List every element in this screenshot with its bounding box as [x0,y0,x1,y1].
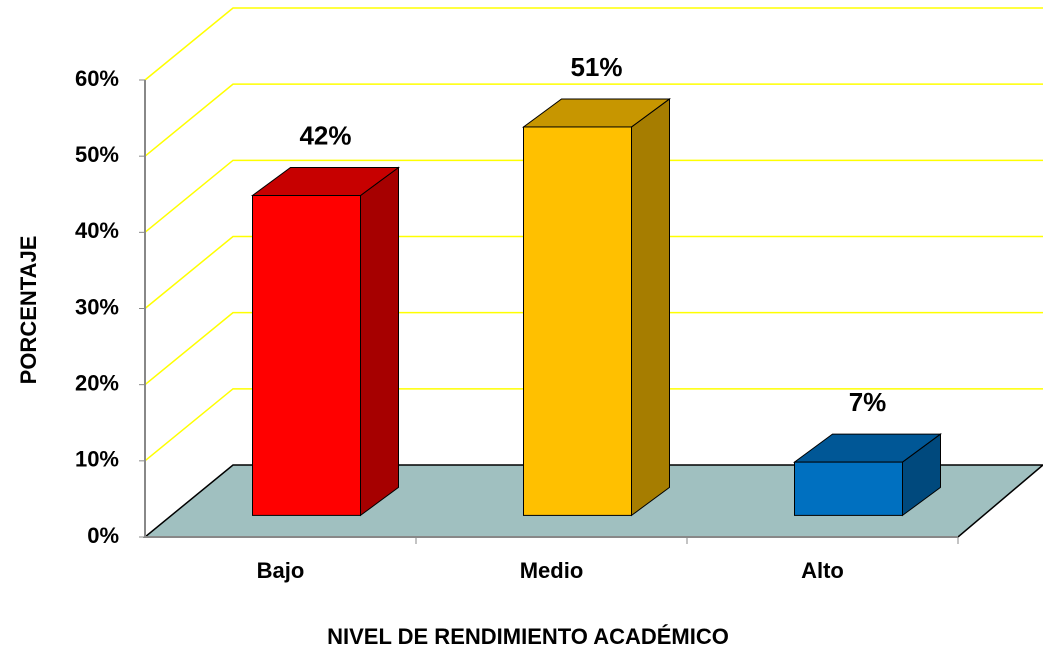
value-label: 51% [570,52,622,82]
x-tick-label: Bajo [257,558,305,583]
x-tick-label: Medio [520,558,584,583]
y-tick-label: 20% [75,370,119,395]
y-axis-title: PORCENTAJE [16,236,41,385]
y-tick-label: 30% [75,294,119,319]
value-label: 7% [849,387,887,417]
bar [252,195,361,516]
y-tick-label: 0% [87,523,119,548]
grid-line [144,7,1043,81]
x-tick-label: Alto [801,558,844,583]
y-tick-label: 40% [75,218,119,243]
grid-line [144,311,1043,386]
grid-line [144,159,1043,233]
bar-side [631,97,670,517]
y-tick-label: 60% [75,66,119,91]
bar [523,126,632,516]
bar [794,461,903,516]
bar-side [360,166,399,517]
grid-line [144,83,1043,157]
value-label: 42% [299,120,351,150]
x-axis-title: NIVEL DE RENDIMIENTO ACADÉMICO [327,624,729,649]
y-tick-label: 50% [75,142,119,167]
grid-line [144,235,1043,310]
y-tick-label: 10% [75,447,119,472]
grid-line [144,388,1043,462]
